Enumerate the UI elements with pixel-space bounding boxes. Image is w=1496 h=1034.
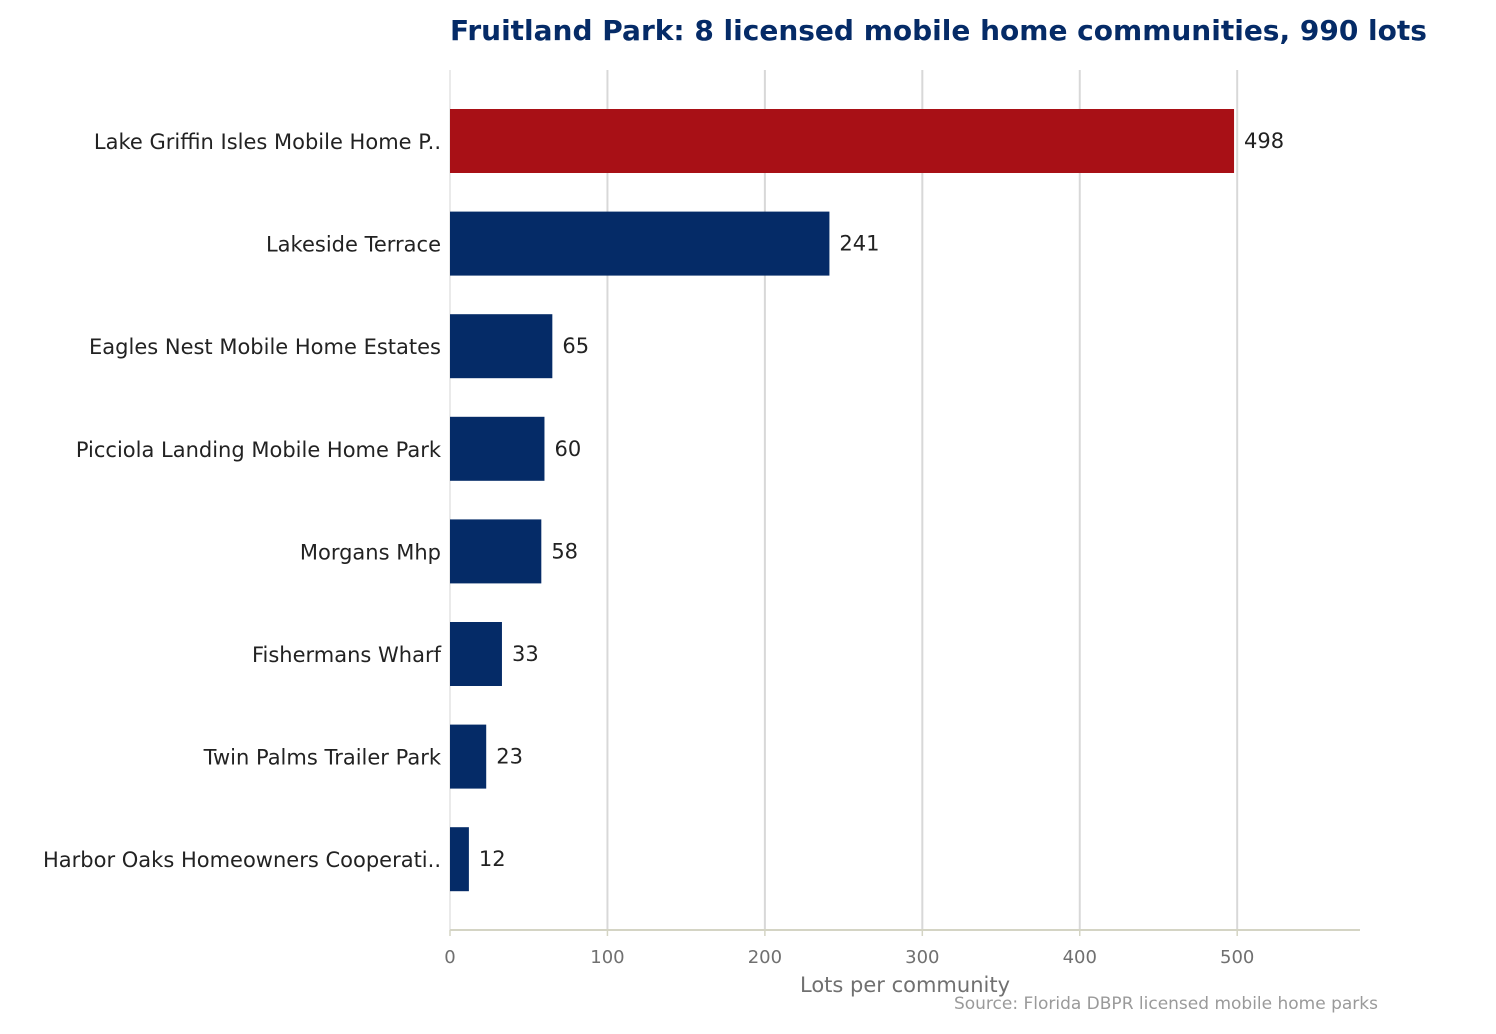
- category-label: Eagles Nest Mobile Home Estates: [89, 335, 441, 359]
- chart-title: Fruitland Park: 8 licensed mobile home c…: [450, 14, 1427, 47]
- source-note: Source: Florida DBPR licensed mobile hom…: [954, 994, 1378, 1014]
- gridlines: [449, 70, 1239, 930]
- data-label: 23: [496, 745, 523, 769]
- bar: [450, 211, 830, 276]
- x-tick-label: 100: [590, 947, 624, 968]
- category-label: Picciola Landing Mobile Home Park: [76, 438, 442, 462]
- bar: [450, 519, 542, 584]
- x-tick-label: 300: [905, 947, 939, 968]
- data-label: 65: [562, 334, 589, 358]
- bar: [450, 109, 1235, 173]
- category-label: Fishermans Wharf: [252, 643, 442, 667]
- category-label: Twin Palms Trailer Park: [203, 746, 442, 770]
- bar: [450, 827, 469, 892]
- data-label: 12: [479, 847, 506, 871]
- x-tick-label: 400: [1063, 947, 1097, 968]
- category-label: Lakeside Terrace: [266, 233, 441, 257]
- bar: [450, 416, 545, 481]
- category-label: Morgans Mhp: [300, 540, 441, 564]
- data-label: 58: [551, 539, 578, 563]
- bar: [450, 622, 502, 686]
- bar: [450, 724, 487, 789]
- x-tick-label: 500: [1220, 947, 1254, 968]
- data-label: 60: [554, 437, 581, 461]
- x-axis-title: Lots per community: [800, 973, 1010, 997]
- data-label: 241: [839, 232, 879, 256]
- x-axis: 0 100 200 300 400 500: [444, 929, 1360, 968]
- data-label: 498: [1244, 129, 1284, 153]
- category-label: Lake Griffin Isles Mobile Home P..: [94, 130, 441, 154]
- data-label: 33: [512, 642, 539, 666]
- category-label: Harbor Oaks Homeowners Cooperati..: [43, 848, 441, 872]
- x-tick-label: 0: [444, 947, 455, 968]
- bars: Lake Griffin Isles Mobile Home P.. 498 Lak…: [43, 109, 1284, 892]
- bar: [450, 314, 553, 379]
- x-tick-label: 200: [748, 947, 782, 968]
